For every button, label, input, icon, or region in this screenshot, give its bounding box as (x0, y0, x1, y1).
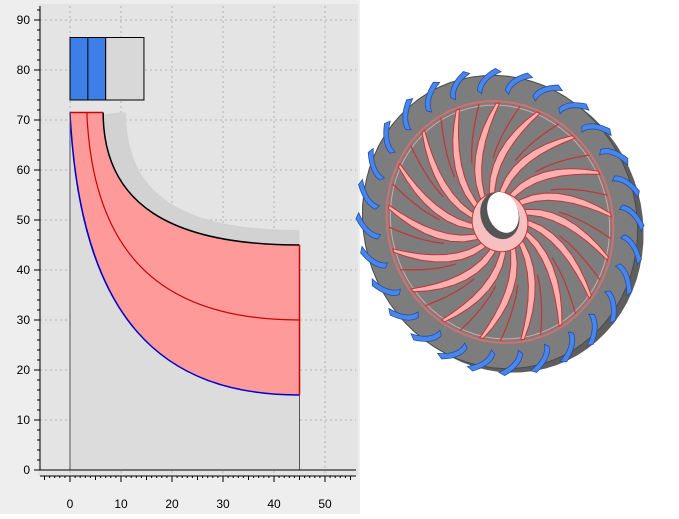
splitter-blade (424, 278, 475, 307)
impeller-blade (388, 204, 488, 243)
diffuser-vane (383, 120, 396, 154)
y-tick-label: 50 (17, 213, 31, 227)
impeller-blade (517, 218, 592, 300)
hub-contour (69, 112, 300, 396)
splitter-blade (470, 104, 480, 164)
x-tick-label: 0 (67, 497, 74, 511)
splitter-blade (392, 183, 440, 221)
diffuser-vane (619, 234, 642, 266)
impeller-blade (503, 168, 601, 206)
diffuser-vane (604, 290, 617, 324)
splitter-blade (551, 257, 577, 314)
x-tick-label: 20 (165, 497, 179, 511)
splitter-blade (558, 211, 612, 240)
impeller-blade (397, 162, 484, 230)
axes (34, 6, 356, 482)
y-tick-label: 0 (23, 463, 30, 477)
x-tick-label: 10 (114, 497, 128, 511)
x-tick-label: 50 (318, 497, 332, 511)
splitter-blade (514, 123, 559, 161)
diffuser-vane (355, 211, 382, 240)
y-tick-label: 90 (17, 13, 31, 27)
y-tick-label: 80 (17, 63, 31, 77)
diffuser-vane (402, 98, 414, 131)
diffuser-vane (618, 204, 645, 233)
diffuser-vane (581, 123, 612, 137)
diffuser-vane (436, 342, 468, 360)
x-tick-label: 30 (216, 497, 230, 511)
splitter-blade (559, 235, 601, 281)
diffuser-vane (614, 263, 633, 297)
shroud-clearance-band (100, 112, 300, 245)
impeller-blade (421, 129, 483, 223)
diffuser-vane (424, 81, 441, 113)
diffuser-vane (532, 84, 564, 102)
impeller-blade (410, 240, 500, 293)
diffuser-vane (466, 348, 496, 372)
diffuser-vane (450, 71, 471, 101)
x-axis-tick-labels: 0 10 20 30 40 50 (67, 497, 332, 511)
x-tick-label: 40 (267, 497, 281, 511)
diffuser-vane (586, 313, 598, 346)
y-axis-tick-labels: 0 10 20 30 40 50 60 70 80 90 (17, 13, 31, 477)
impeller-blade (497, 135, 576, 203)
splitter-blade (536, 274, 543, 335)
y-tick-label: 70 (17, 113, 31, 127)
diffuser-vane (367, 147, 386, 181)
meridional-plot: 0 10 20 30 40 50 0 10 20 30 40 50 60 70 … (0, 0, 360, 514)
y-tick-label: 60 (17, 163, 31, 177)
diffuser-vane (371, 277, 401, 296)
splitter-blade (535, 154, 589, 173)
impeller-blade (509, 192, 612, 218)
splitter-blade (499, 284, 519, 342)
impeller-blade (440, 240, 507, 323)
y-tick-label: 20 (17, 363, 31, 377)
diffuser-vane (529, 343, 550, 373)
splitter-blade (400, 263, 457, 271)
impeller-blade (474, 102, 501, 210)
meridional-shapes (69, 37, 301, 470)
splitter-blade (440, 117, 455, 178)
diffuser-vane (358, 178, 381, 210)
hub-body-region (70, 115, 300, 470)
splitter-blade (550, 188, 608, 196)
y-tick-label: 30 (17, 313, 31, 327)
diffuser-vane (611, 175, 640, 199)
impeller-render (355, 67, 645, 377)
diffuser-vane (504, 72, 534, 96)
diffuser-vane (388, 307, 419, 321)
impeller-3d-view[interactable] (340, 30, 660, 410)
splitter-blade (459, 285, 497, 332)
diffuser-vane (360, 245, 389, 269)
diffuser-vane (558, 102, 590, 115)
impeller-blade (513, 231, 536, 341)
splitter-blade (492, 105, 521, 158)
diffuser-vane (477, 67, 502, 95)
splitter-blade (410, 145, 444, 198)
vaneless-space-block (105, 37, 145, 101)
impeller-blade (452, 108, 485, 216)
diffuser-vane (599, 148, 629, 167)
y-tick-label: 40 (17, 263, 31, 277)
impeller-rim (385, 100, 615, 344)
impeller-blade (516, 225, 563, 327)
y-tick-label: 10 (17, 413, 31, 427)
impeller-blade (392, 236, 494, 263)
shaft-bore (487, 192, 519, 233)
shroud-contour (102, 112, 300, 246)
diffuser-vane (498, 349, 523, 377)
blade-passage-area (70, 112, 300, 395)
diffuser-vane (559, 331, 576, 363)
meridional-view-panel: 0 10 20 30 40 50 0 10 20 30 40 50 60 70 … (0, 0, 360, 514)
diffuser-vane (410, 329, 442, 342)
splitter-blade (388, 226, 445, 244)
impeller-rim-inner (389, 104, 611, 340)
mid-streamline (86, 112, 300, 321)
